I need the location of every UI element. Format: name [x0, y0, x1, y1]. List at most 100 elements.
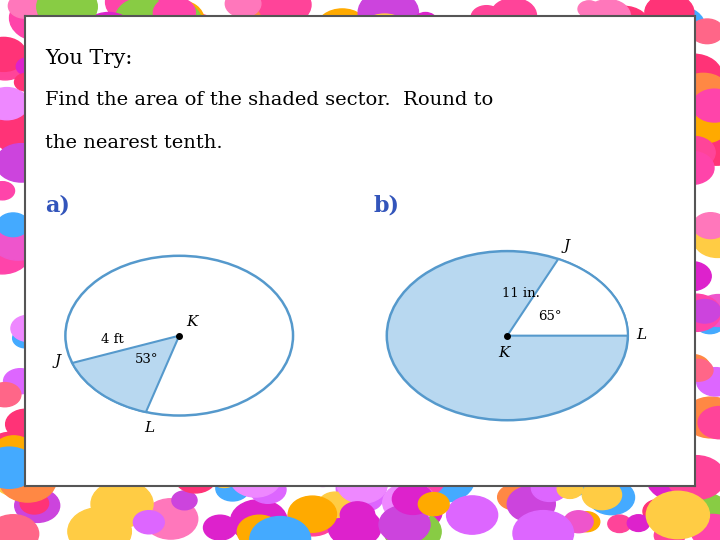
Circle shape — [690, 19, 720, 44]
Circle shape — [0, 219, 50, 261]
Circle shape — [350, 487, 382, 511]
Circle shape — [685, 112, 720, 143]
Circle shape — [599, 26, 625, 45]
Circle shape — [238, 515, 282, 540]
Circle shape — [693, 213, 720, 239]
Circle shape — [9, 0, 72, 42]
Circle shape — [684, 397, 720, 438]
Circle shape — [341, 502, 374, 528]
Circle shape — [14, 73, 38, 91]
Circle shape — [598, 6, 649, 45]
Circle shape — [258, 0, 311, 25]
Circle shape — [498, 484, 531, 510]
Circle shape — [106, 0, 161, 23]
Circle shape — [239, 470, 263, 488]
Circle shape — [0, 436, 34, 467]
Circle shape — [665, 54, 720, 97]
Circle shape — [0, 113, 46, 153]
Circle shape — [181, 44, 229, 80]
Circle shape — [147, 1, 202, 42]
Circle shape — [0, 213, 29, 237]
Circle shape — [0, 37, 27, 71]
Circle shape — [467, 16, 528, 63]
Circle shape — [40, 32, 67, 51]
Circle shape — [653, 6, 705, 45]
Wedge shape — [508, 259, 628, 336]
Text: J: J — [564, 239, 570, 253]
Circle shape — [569, 36, 595, 55]
Text: L: L — [636, 328, 646, 342]
Circle shape — [691, 515, 720, 540]
Circle shape — [0, 524, 22, 540]
Circle shape — [52, 43, 76, 61]
Circle shape — [243, 0, 296, 23]
Circle shape — [328, 508, 381, 540]
Text: the nearest tenth.: the nearest tenth. — [45, 134, 223, 152]
Circle shape — [179, 14, 217, 43]
Circle shape — [588, 480, 634, 515]
Circle shape — [14, 489, 60, 522]
Circle shape — [234, 30, 279, 64]
Circle shape — [197, 24, 251, 64]
Text: Find the area of the shaded sector.  Round to: Find the area of the shaded sector. Roun… — [45, 91, 493, 110]
Circle shape — [0, 232, 30, 274]
Circle shape — [513, 511, 574, 540]
Circle shape — [230, 459, 281, 497]
Circle shape — [684, 360, 713, 381]
Circle shape — [521, 512, 551, 535]
Circle shape — [695, 311, 720, 334]
Circle shape — [688, 122, 720, 165]
Circle shape — [0, 467, 33, 496]
Circle shape — [133, 511, 164, 534]
Circle shape — [0, 383, 21, 407]
Circle shape — [399, 462, 445, 496]
Circle shape — [383, 483, 436, 523]
Circle shape — [0, 220, 45, 260]
Text: a): a) — [45, 195, 70, 217]
Circle shape — [570, 32, 595, 52]
Circle shape — [202, 46, 225, 63]
Circle shape — [418, 492, 449, 516]
Circle shape — [151, 39, 194, 71]
Circle shape — [4, 369, 37, 394]
Circle shape — [628, 29, 678, 66]
Text: K: K — [498, 346, 510, 360]
Circle shape — [288, 499, 338, 536]
Circle shape — [667, 456, 720, 500]
Circle shape — [230, 500, 287, 540]
Circle shape — [46, 10, 84, 39]
Circle shape — [643, 500, 675, 523]
Circle shape — [278, 49, 314, 76]
Circle shape — [697, 368, 720, 396]
Circle shape — [308, 464, 338, 487]
Circle shape — [607, 29, 657, 67]
Circle shape — [9, 0, 41, 18]
Circle shape — [114, 40, 148, 66]
Circle shape — [218, 475, 246, 495]
Circle shape — [359, 14, 410, 53]
Text: 11 in.: 11 in. — [502, 287, 539, 300]
Circle shape — [204, 515, 237, 540]
Circle shape — [153, 18, 207, 58]
Circle shape — [402, 44, 451, 80]
Circle shape — [557, 480, 582, 498]
Circle shape — [693, 89, 720, 122]
Circle shape — [670, 151, 714, 185]
Circle shape — [674, 355, 711, 382]
Circle shape — [585, 0, 631, 33]
Circle shape — [20, 492, 48, 514]
Circle shape — [216, 476, 249, 501]
Circle shape — [608, 515, 631, 532]
Circle shape — [250, 517, 310, 540]
Circle shape — [30, 32, 91, 77]
Circle shape — [6, 49, 30, 66]
Circle shape — [392, 492, 442, 531]
Circle shape — [17, 58, 40, 76]
Circle shape — [387, 251, 628, 420]
Circle shape — [172, 491, 197, 510]
Circle shape — [309, 36, 348, 65]
Text: b): b) — [374, 195, 400, 217]
Circle shape — [587, 16, 647, 61]
Circle shape — [153, 0, 195, 29]
Circle shape — [0, 460, 56, 502]
